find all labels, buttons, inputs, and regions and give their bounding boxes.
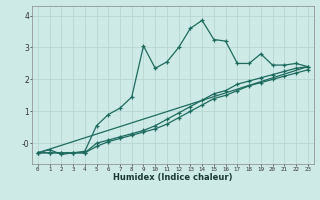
X-axis label: Humidex (Indice chaleur): Humidex (Indice chaleur)	[113, 173, 233, 182]
